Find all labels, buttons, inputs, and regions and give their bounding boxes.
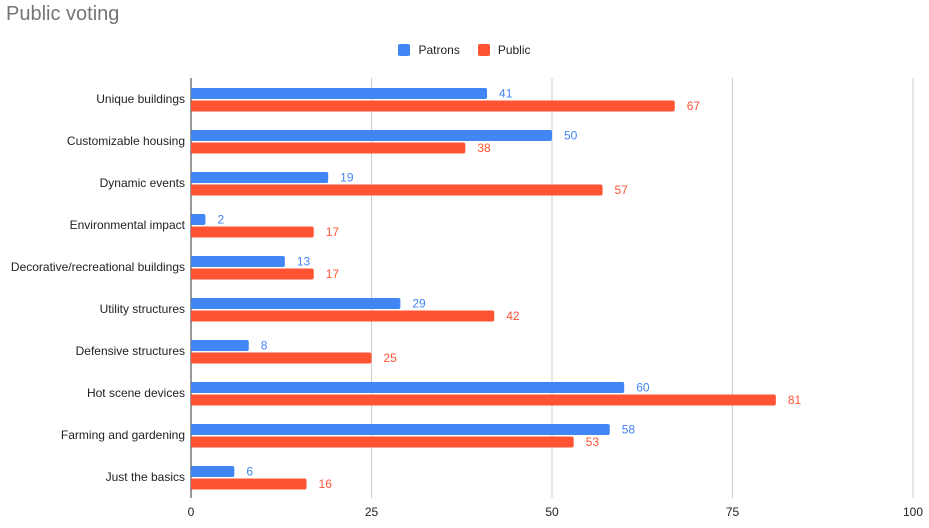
bar-patrons	[191, 340, 249, 351]
bar-patrons	[191, 466, 235, 477]
data-label-patrons: 50	[564, 129, 578, 143]
bar-patrons	[191, 130, 552, 141]
legend-item-patrons[interactable]: Patrons	[398, 43, 460, 57]
data-label-public: 17	[326, 225, 340, 239]
x-tick-label-75: 75	[726, 505, 740, 519]
data-label-public: 16	[319, 477, 333, 491]
bar-patrons	[191, 214, 206, 225]
bar-public	[191, 100, 675, 112]
bar-public	[191, 310, 495, 322]
legend-item-public[interactable]: Public	[477, 43, 531, 57]
bar-patrons	[191, 256, 285, 267]
data-label-public: 38	[477, 141, 491, 155]
data-label-patrons: 6	[246, 465, 253, 479]
category-label: Customizable housing	[67, 134, 185, 148]
category-label: Unique buildings	[96, 92, 185, 106]
data-label-public: 25	[384, 351, 398, 365]
x-tick-label-100: 100	[903, 505, 923, 519]
chart-title: Public voting	[6, 3, 120, 25]
x-tick-label-0: 0	[188, 505, 195, 519]
bar-patrons	[191, 382, 625, 393]
bar-patrons	[191, 172, 329, 183]
legend-swatch-public	[477, 44, 490, 56]
legend: Patrons Public	[0, 43, 929, 57]
category-label: Hot scene devices	[87, 386, 185, 400]
bar-public	[191, 184, 603, 196]
data-label-public: 57	[615, 183, 629, 197]
data-label-patrons: 60	[636, 381, 650, 395]
bar-public	[191, 436, 574, 448]
data-label-patrons: 58	[622, 423, 636, 437]
x-tick-label-50: 50	[545, 505, 559, 519]
category-label: Dynamic events	[100, 176, 185, 190]
legend-label-patrons: Patrons	[418, 43, 460, 57]
bar-public	[191, 478, 307, 490]
bar-patrons	[191, 88, 488, 99]
category-label: Just the basics	[106, 470, 185, 484]
data-label-patrons: 29	[412, 297, 426, 311]
bar-public	[191, 394, 776, 406]
data-label-public: 67	[687, 99, 701, 113]
data-label-public: 81	[788, 393, 802, 407]
legend-swatch-patrons	[398, 44, 411, 56]
bar-public	[191, 226, 314, 238]
data-label-public: 42	[506, 309, 520, 323]
bar-patrons	[191, 298, 401, 309]
bar-public	[191, 142, 466, 154]
data-label-patrons: 41	[499, 87, 513, 101]
data-label-patrons: 8	[261, 339, 268, 353]
data-label-public: 53	[586, 435, 600, 449]
bar-public	[191, 268, 314, 280]
category-label: Decorative/recreational buildings	[11, 260, 185, 274]
data-label-patrons: 19	[340, 171, 354, 185]
category-label: Defensive structures	[76, 344, 185, 358]
data-label-patrons: 13	[297, 255, 311, 269]
legend-label-public: Public	[497, 43, 531, 57]
category-label: Environmental impact	[70, 218, 186, 232]
bar-public	[191, 352, 372, 364]
data-label-patrons: 2	[217, 213, 224, 227]
data-label-public: 17	[326, 267, 340, 281]
x-tick-label-25: 25	[365, 505, 379, 519]
category-label: Farming and gardening	[61, 428, 185, 442]
bar-patrons	[191, 424, 610, 435]
category-label: Utility structures	[100, 302, 185, 316]
